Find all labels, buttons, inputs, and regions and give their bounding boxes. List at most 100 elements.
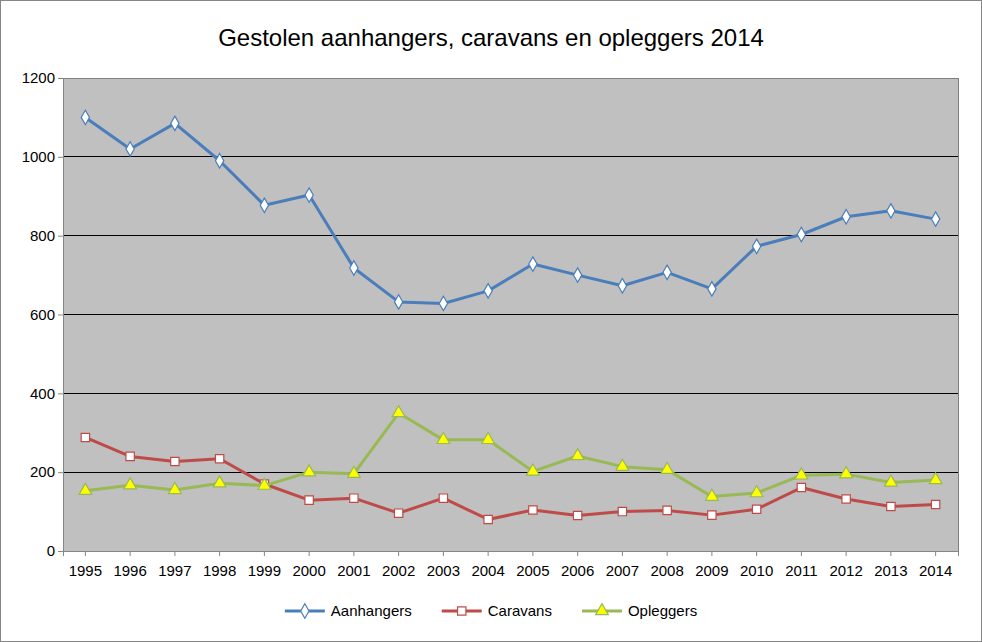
- grid-line: [63, 156, 958, 157]
- x-tick: 2000: [292, 551, 325, 579]
- series-marker: [842, 495, 850, 503]
- series-marker: [171, 116, 179, 130]
- series-marker: [929, 473, 942, 484]
- plot-area: [63, 78, 958, 551]
- x-tick-mark: [935, 551, 936, 556]
- series-marker: [527, 464, 540, 475]
- y-tick-label: 1200: [22, 69, 55, 86]
- y-tick-label: 400: [30, 385, 55, 402]
- series: [79, 406, 942, 501]
- x-tick-label: 2001: [337, 562, 370, 579]
- series-marker: [126, 142, 134, 156]
- series-marker: [840, 467, 853, 478]
- x-tick: 2006: [561, 551, 594, 579]
- x-tick: 2011: [785, 551, 817, 579]
- series-marker: [795, 468, 808, 479]
- plot: 0200400600800100012001995199619971998199…: [22, 69, 959, 578]
- series-marker: [215, 455, 223, 463]
- x-tick-mark: [353, 551, 354, 556]
- x-tick: 2010: [740, 551, 773, 579]
- series-marker: [437, 433, 450, 444]
- x-tick: 1995: [69, 551, 102, 579]
- x-tick: 1999: [248, 551, 281, 579]
- y-tick: 1200: [22, 69, 63, 86]
- y-tick: 600: [30, 306, 63, 323]
- x-tick-mark: [85, 551, 86, 556]
- grid-line: [63, 393, 958, 394]
- legend-label: Aanhangers: [331, 602, 412, 619]
- grid: [63, 78, 958, 551]
- series-marker: [169, 483, 182, 494]
- series-marker: [708, 282, 716, 296]
- x-tick-label: 2004: [471, 562, 504, 579]
- y-tick-mark: [58, 78, 63, 79]
- series-marker: [305, 496, 313, 504]
- x-tick: 1998: [203, 551, 236, 579]
- series-marker: [439, 494, 447, 502]
- y-tick-label: 200: [30, 463, 55, 480]
- chart: Gestolen aanhangers, caravans en oplegge…: [0, 0, 982, 642]
- x-tick-label: 2012: [829, 562, 862, 579]
- y-tick-mark: [58, 315, 63, 316]
- series-marker: [750, 486, 763, 497]
- series-marker: [484, 284, 492, 298]
- series-marker: [661, 462, 674, 473]
- legend-item: Aanhangers: [285, 602, 412, 619]
- series-marker: [348, 466, 361, 477]
- series-marker: [79, 483, 92, 494]
- series-marker: [124, 478, 137, 489]
- x-tick: 2012: [829, 551, 862, 579]
- x-tick-label: 2013: [874, 562, 907, 579]
- legend: Aanhangers Caravans Opleggers: [285, 602, 697, 619]
- series-marker: [931, 212, 939, 226]
- plot-frame: [63, 78, 958, 551]
- series-marker: [887, 204, 895, 218]
- series-group: [79, 110, 942, 523]
- series-marker: [663, 506, 671, 514]
- series-marker: [571, 449, 584, 460]
- legend-item: Caravans: [442, 602, 552, 619]
- series-marker: [663, 265, 671, 279]
- x-tick: 1997: [158, 551, 191, 579]
- y-tick-label: 1000: [22, 148, 55, 165]
- x-tick-label: 2008: [650, 562, 683, 579]
- series-marker: [616, 459, 629, 470]
- series-marker: [482, 433, 495, 444]
- legend-item: Opleggers: [582, 602, 697, 619]
- y-tick-label: 600: [30, 306, 55, 323]
- series-marker: [213, 476, 226, 487]
- y-tick: 200: [30, 463, 63, 480]
- x-tick-mark: [801, 551, 802, 556]
- x-tick-label: 1996: [113, 562, 146, 579]
- series-line: [85, 437, 935, 519]
- x-tick: 1996: [113, 551, 146, 579]
- x-tick-label: 1997: [158, 562, 191, 579]
- legend-marker: [301, 604, 309, 618]
- y-tick-mark: [58, 236, 63, 237]
- series: [81, 433, 940, 523]
- x-axis: 1995199619971998199920002001200220032004…: [64, 551, 959, 579]
- series-marker: [392, 406, 405, 417]
- x-tick-mark: [756, 551, 757, 556]
- grid-line: [63, 472, 958, 473]
- y-axis: 020040060080010001200: [22, 69, 64, 559]
- y-tick-label: 800: [30, 227, 55, 244]
- y-tick: 1000: [22, 148, 63, 165]
- x-tick-mark: [667, 551, 668, 556]
- series-marker: [258, 478, 271, 489]
- series-marker: [842, 210, 850, 224]
- series-marker: [350, 494, 358, 502]
- series-marker: [573, 511, 581, 519]
- x-tick-label: 2010: [740, 562, 773, 579]
- y-tick-mark: [58, 551, 63, 552]
- series-marker: [215, 154, 223, 168]
- x-tick-label: 1999: [248, 562, 281, 579]
- x-tick-mark: [622, 551, 623, 556]
- x-tick-label: 2007: [606, 562, 639, 579]
- x-tick-label: 2000: [292, 562, 325, 579]
- series: [81, 110, 940, 310]
- grid-line: [63, 314, 958, 315]
- chart-border: [1, 1, 982, 642]
- series-marker: [126, 452, 134, 460]
- legend-label: Opleggers: [628, 602, 697, 619]
